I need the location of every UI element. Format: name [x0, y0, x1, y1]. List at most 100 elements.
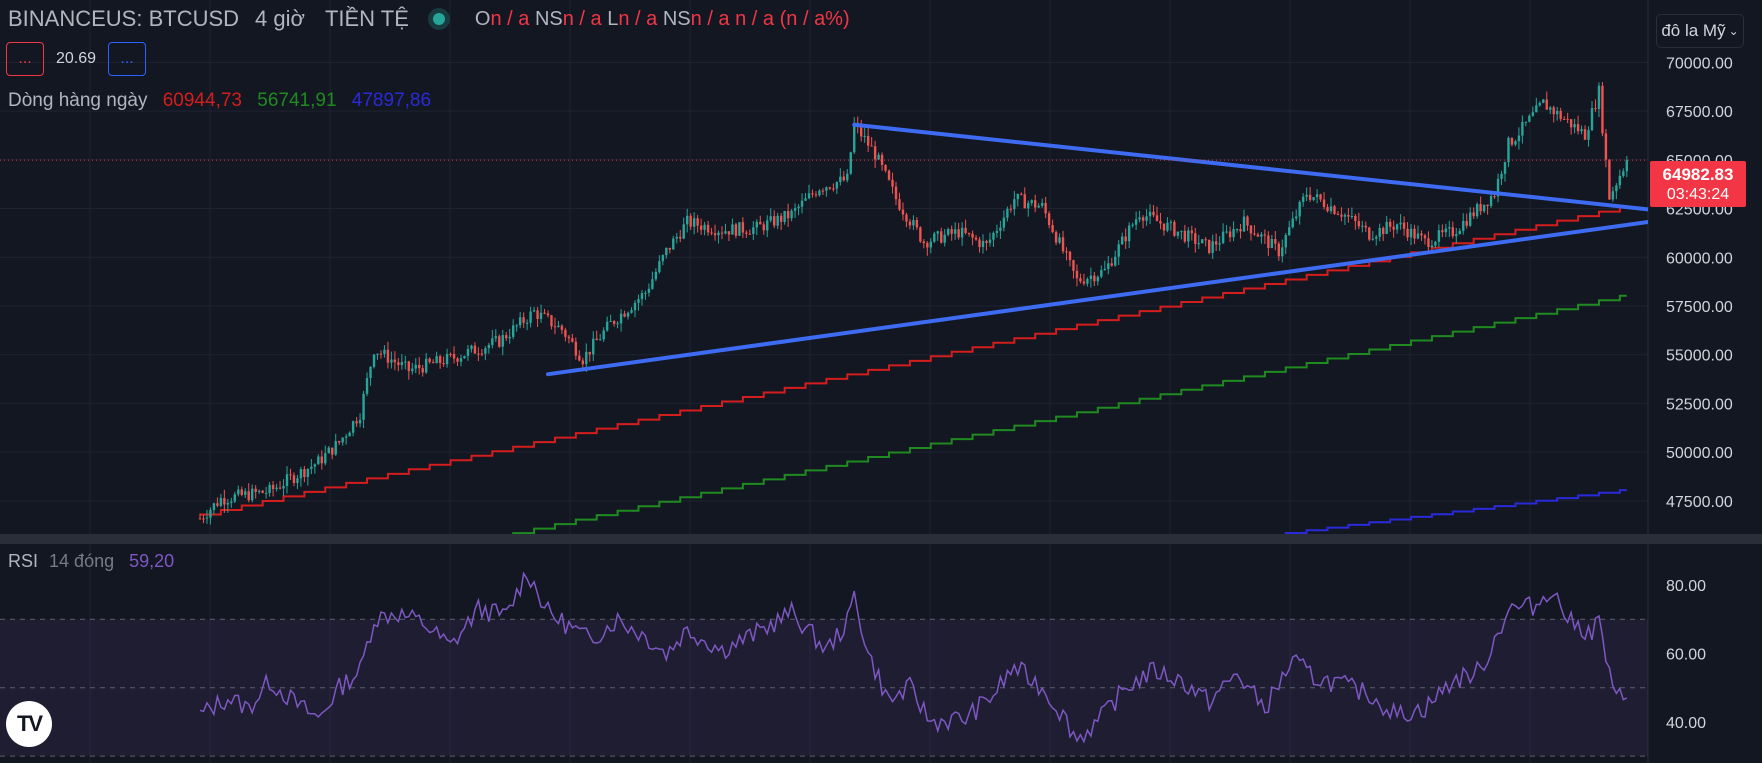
timeframe-label[interactable]: 4 giờ — [255, 6, 305, 31]
candle-body — [1061, 237, 1065, 252]
candle-body — [957, 229, 960, 238]
candle-body — [578, 355, 581, 361]
candle-body — [797, 206, 800, 209]
candle-body — [1239, 229, 1242, 232]
currency-dropdown[interactable]: đô la Mỹ ⌄ — [1656, 14, 1744, 48]
candle-body — [1569, 119, 1573, 128]
candle-body — [1319, 194, 1322, 200]
candle-body — [619, 313, 623, 324]
candle-body — [783, 210, 786, 222]
candle-body — [1521, 121, 1524, 136]
candle-body — [786, 210, 790, 219]
candle-body — [355, 421, 358, 424]
candle-body — [365, 378, 369, 394]
candle-body — [1194, 233, 1197, 244]
candle-body — [842, 176, 845, 181]
candle-body — [536, 310, 539, 319]
price-tick-label: 67500.00 — [1666, 104, 1733, 121]
tradingview-logo-icon[interactable]: TV — [6, 701, 52, 747]
candle-body — [292, 475, 296, 483]
candle-body — [832, 188, 835, 190]
rsi-label[interactable]: RSI — [8, 551, 39, 571]
candle-body — [1075, 270, 1079, 279]
ma-blue-value: 47897,86 — [351, 90, 432, 111]
candle-body — [755, 221, 758, 228]
candle-body — [480, 353, 484, 355]
candle-body — [1301, 196, 1305, 202]
candle-body — [1145, 216, 1148, 221]
candle-body — [320, 456, 323, 464]
ohlc-value-low: n / a — [618, 7, 658, 30]
candle-body — [574, 341, 578, 356]
candle-body — [860, 125, 863, 137]
candle-body — [953, 229, 957, 234]
candle-body — [1409, 228, 1413, 238]
candle-body — [505, 335, 508, 339]
candle-body — [1552, 107, 1555, 115]
candle-body — [212, 503, 216, 510]
candle-body — [1514, 141, 1517, 145]
candle-body — [1510, 137, 1514, 145]
candle-body — [769, 216, 772, 221]
candle-body — [870, 145, 873, 147]
candle-body — [1086, 279, 1089, 284]
candle-body — [682, 224, 685, 239]
candle-body — [334, 441, 337, 455]
candle-body — [421, 368, 424, 373]
candle-body — [884, 165, 887, 171]
candle-body — [477, 353, 480, 355]
candle-body — [351, 421, 355, 433]
candle-body — [1127, 225, 1131, 242]
indicator-more-button[interactable]: ... — [108, 42, 147, 76]
candle-body — [967, 232, 971, 234]
candle-body — [546, 313, 550, 316]
candle-body — [518, 317, 522, 326]
trendline-1 — [546, 219, 1648, 377]
bar-countdown: 03:43:24 — [1666, 185, 1730, 203]
candle-body — [1096, 276, 1100, 282]
candle-body — [397, 362, 400, 366]
candle-body — [1201, 239, 1204, 244]
candle-body — [974, 237, 978, 240]
candle-body — [539, 312, 543, 319]
candle-body — [331, 447, 334, 455]
candle-body — [981, 241, 985, 248]
ohlc-key-close: NS — [662, 7, 691, 30]
candle-body — [936, 231, 939, 234]
candle-body — [1124, 236, 1127, 242]
candle-body — [1479, 204, 1482, 212]
candle-body — [905, 214, 908, 222]
candle-body — [880, 154, 884, 166]
candle-body — [557, 325, 560, 328]
candle-body — [1197, 243, 1200, 245]
price-tick-label: 57500.00 — [1666, 299, 1733, 316]
candle-body — [1535, 105, 1538, 113]
candle-body — [1169, 221, 1173, 223]
candle-body — [1625, 160, 1628, 172]
candle-body — [585, 351, 588, 365]
candle-body — [1204, 239, 1207, 241]
candle-body — [1364, 225, 1367, 228]
ohlc-key-low: L — [607, 7, 619, 30]
candle-body — [679, 236, 682, 239]
candle-body — [626, 312, 630, 317]
last-price-value: 64982.83 — [1662, 164, 1734, 184]
candle-body — [491, 338, 494, 345]
candle-body — [804, 198, 807, 201]
candle-body — [717, 232, 720, 236]
indicator-settings-button[interactable]: ... — [6, 42, 44, 76]
candle-body — [703, 224, 706, 230]
candle-body — [814, 194, 818, 196]
candle-body — [1281, 247, 1284, 257]
candle-body — [1274, 238, 1277, 244]
candle-body — [1082, 281, 1086, 284]
candle-body — [449, 354, 452, 356]
candle-body — [1020, 193, 1023, 195]
ma-label[interactable]: Dòng hàng ngày — [8, 90, 148, 111]
candle-body — [494, 336, 497, 339]
candle-body — [379, 353, 383, 355]
candle-body — [1531, 112, 1535, 116]
candle-body — [1068, 251, 1072, 261]
symbol-label[interactable]: BINANCEUS: BTCUSD — [8, 6, 240, 31]
